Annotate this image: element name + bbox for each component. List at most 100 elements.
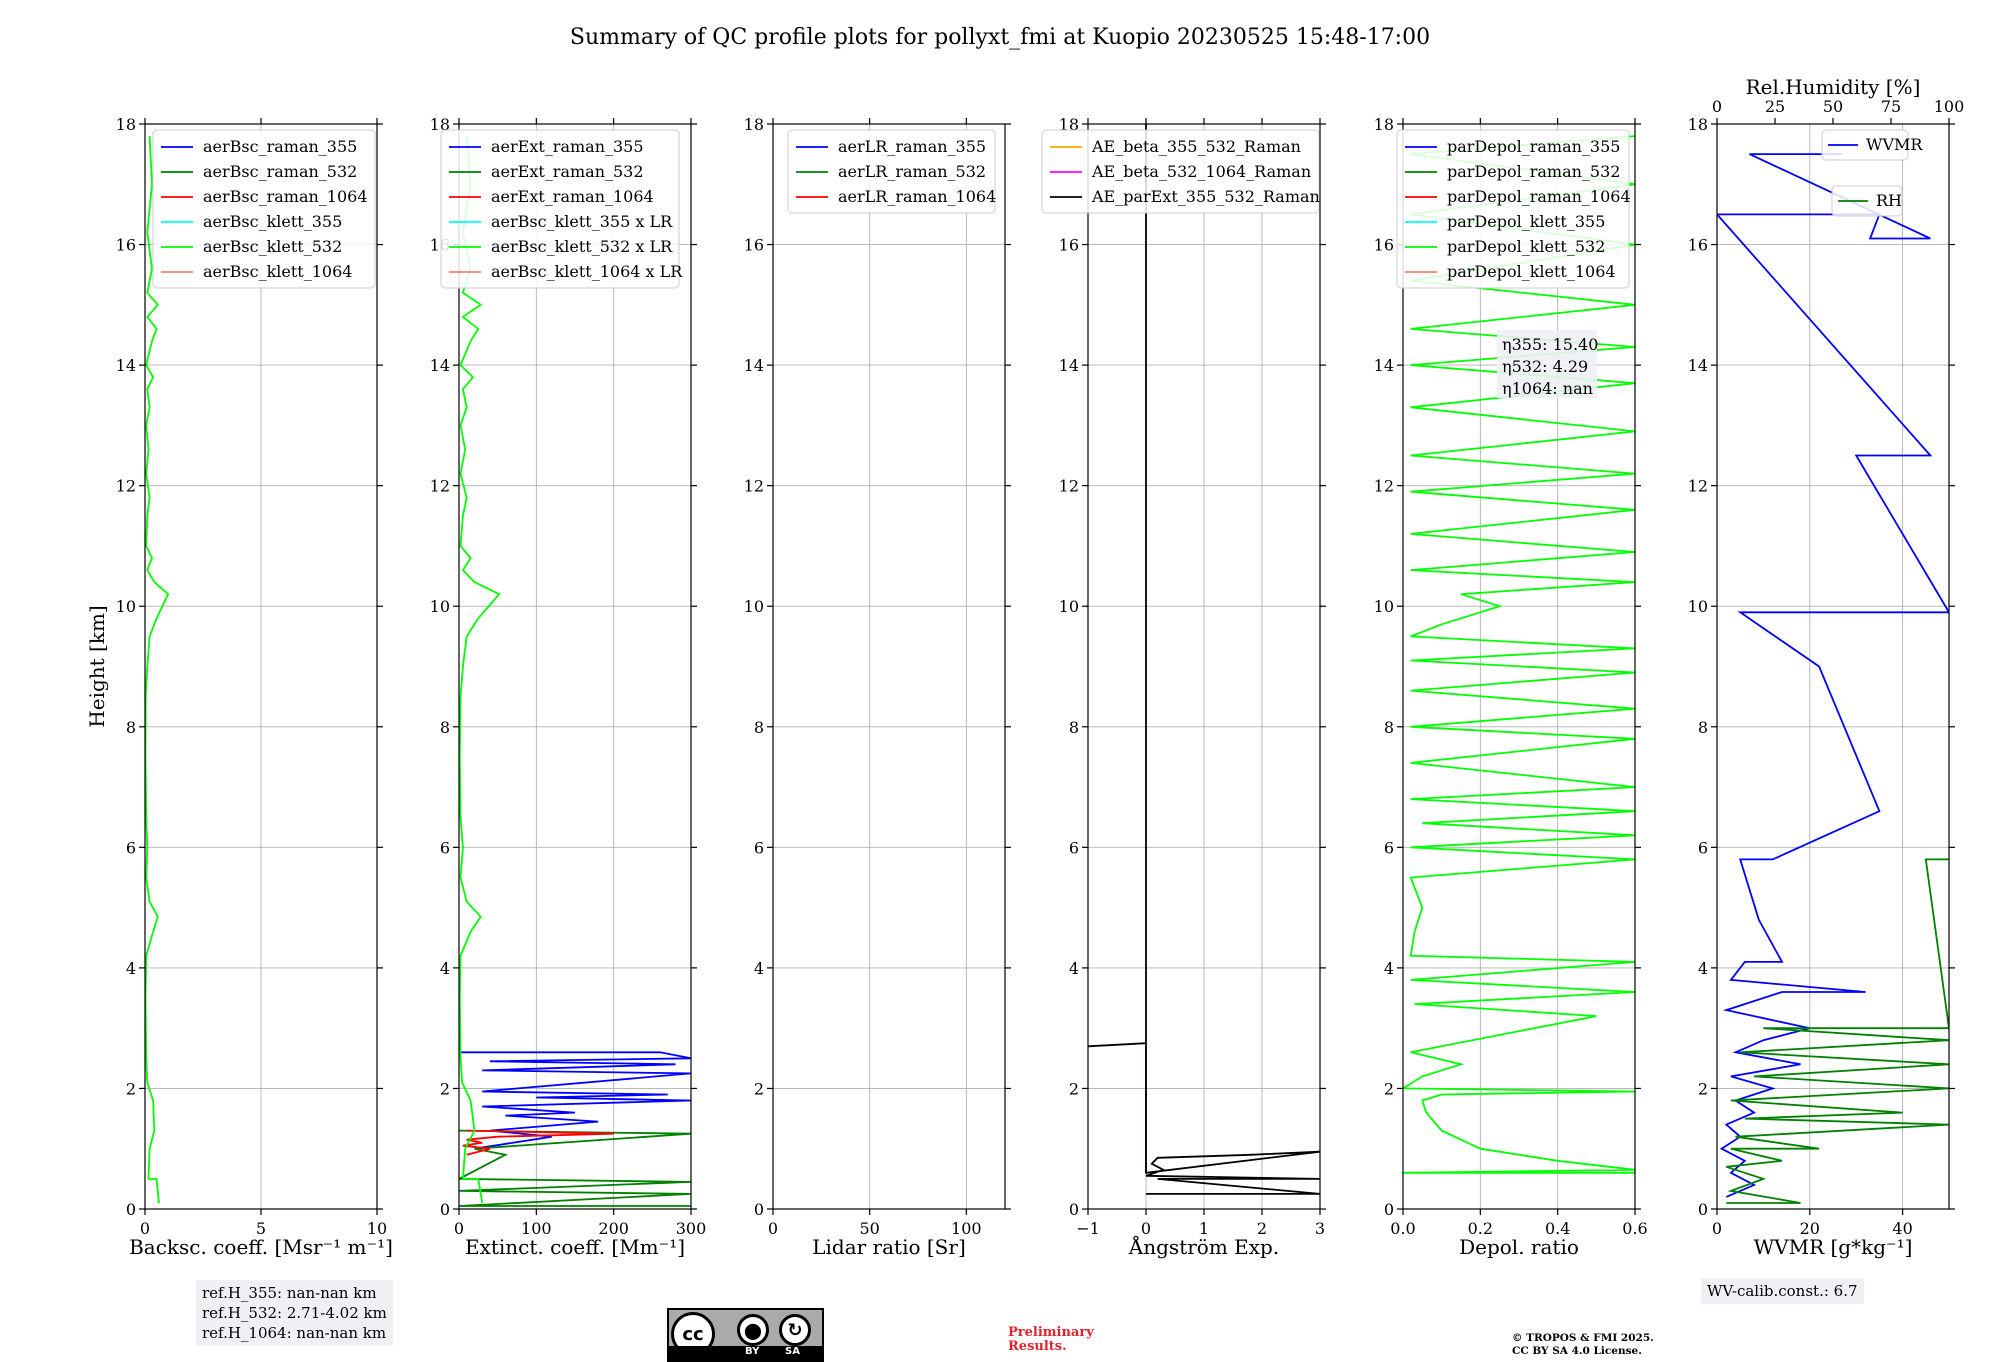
y-tick-label: 6: [126, 838, 136, 857]
legend-label: aerBsc_klett_355 x LR: [491, 212, 673, 231]
y-tick-label: 4: [1384, 959, 1394, 978]
legend-label: aerLR_raman_532: [838, 162, 986, 181]
y-tick-label: 4: [126, 959, 136, 978]
eta-text: η532: 4.29: [1502, 357, 1588, 376]
refh-532-text: ref.H_532: 2.71-4.02 km: [202, 1304, 387, 1322]
legend-label: parDepol_klett_532: [1447, 237, 1605, 256]
series-line-aerExt_raman_355: [459, 1051, 691, 1150]
eta-text: η355: 15.40: [1502, 335, 1598, 354]
x-tick-label: 0.0: [1390, 1219, 1415, 1238]
series-line-WVMR: [1717, 153, 1949, 1198]
y-tick-label: 0: [440, 1200, 450, 1219]
y-tick-label: 8: [126, 718, 136, 737]
y-tick-label: 6: [440, 838, 450, 857]
y-tick-label: 12: [1059, 477, 1079, 496]
y-tick-label: 10: [430, 597, 450, 616]
y-tick-label: 12: [116, 477, 136, 496]
y-tick-label: 10: [1688, 597, 1708, 616]
y-tick-label: 18: [116, 115, 136, 134]
x-tick-label: 200: [598, 1219, 629, 1238]
y-tick-label: 14: [116, 356, 136, 375]
legend-label: aerExt_raman_355: [491, 137, 644, 156]
preliminary-results-note: Preliminary Results.: [1008, 1326, 1094, 1354]
legend-label: aerExt_raman_532: [491, 162, 644, 181]
preliminary-line-2: Results.: [1008, 1339, 1067, 1354]
y-tick-label: 12: [744, 477, 764, 496]
y-tick-label: 2: [126, 1079, 136, 1098]
y-tick-label: 12: [430, 477, 450, 496]
y-tick-label: 18: [1059, 115, 1079, 134]
series-line-RH: [1726, 858, 1949, 1204]
y-tick-label: 2: [440, 1079, 450, 1098]
legend: parDepol_raman_355 parDepol_raman_532 parD…: [1396, 129, 1631, 289]
cc-by-label: BY: [745, 1346, 760, 1357]
x-axis-label: Depol. ratio: [1459, 1235, 1579, 1259]
legend-label: aerExt_raman_1064: [491, 187, 654, 206]
x-axis-label: Lidar ratio [Sr]: [812, 1235, 966, 1259]
y-tick-label: 8: [440, 718, 450, 737]
copyright-note: © TROPOS & FMI 2025. CC BY SA 4.0 Licens…: [1512, 1332, 1654, 1358]
y-tick-label: 4: [1069, 959, 1079, 978]
y-tick-label: 18: [1374, 115, 1394, 134]
y-tick-label: 14: [1059, 356, 1079, 375]
x-tick-label: 0: [768, 1219, 778, 1238]
x-tick-label: 0.4: [1545, 1219, 1570, 1238]
legend: aerBsc_raman_355 aerBsc_raman_532 aerBsc_r…: [152, 129, 376, 289]
legend-label: AE_beta_355_532_Raman: [1091, 137, 1301, 156]
axes-frame: [1402, 123, 1636, 1210]
legend-label: aerBsc_raman_532: [203, 162, 357, 181]
panel-3: 0 50 100 0 2 4 6 8 10 12 14 16 18 Lidar ratio [Sr] aer…: [744, 115, 1011, 1259]
legend-label: aerBsc_klett_355: [203, 212, 342, 231]
series-line-parDepol_klett_532: [1403, 135, 1635, 1174]
legend-label: aerBsc_klett_532: [203, 237, 342, 256]
by-person-icon: ⬤: [737, 1314, 769, 1346]
panel-6: 0 20 40 0 2 4 6 8 10 12 14 16 18 WVMR [g*kg⁻¹] 0 25 50 75…: [1688, 75, 1965, 1259]
y-tick-label: 18: [430, 115, 450, 134]
legend-frame: [1821, 129, 1909, 161]
x-tick-label: 0.2: [1468, 1219, 1493, 1238]
copyright-line-2: CC BY SA 4.0 License.: [1512, 1345, 1642, 1357]
y-tick-label: 14: [1374, 356, 1394, 375]
y-tick-label: 14: [1688, 356, 1708, 375]
y-tick-label: 10: [1059, 597, 1079, 616]
wv-calib-text: WV-calib.const.: 6.7: [1707, 1282, 1858, 1300]
cc-license-badge: cc ⬤ ↻ BY SA: [667, 1308, 824, 1362]
legend-label: parDepol_raman_355: [1447, 137, 1620, 156]
x2-tick-label: 25: [1765, 97, 1785, 116]
x-tick-label: 50: [859, 1219, 879, 1238]
x-tick-label: 10: [367, 1219, 387, 1238]
sa-share-icon: ↻: [779, 1314, 811, 1346]
x-tick-label: 1: [1199, 1219, 1209, 1238]
figure-title: Summary of QC profile plots for pollyxt_…: [570, 25, 1430, 50]
refh-1064-text: ref.H_1064: nan-nan km: [202, 1324, 387, 1342]
y-tick-label: 18: [744, 115, 764, 134]
legend-label: aerBsc_klett_1064: [203, 262, 352, 281]
legend-frame: [440, 129, 680, 289]
y-tick-label: 12: [1688, 477, 1708, 496]
series-line-AE_parExt_355_532_Raman: [1088, 124, 1320, 1195]
legend-label: WVMR: [1866, 135, 1923, 154]
x-axis-label: Backsc. coeff. [Msr⁻¹ m⁻¹]: [129, 1235, 393, 1259]
x-tick-label: 100: [951, 1219, 982, 1238]
series-layer: [1088, 124, 1320, 1195]
y-tick-label: 4: [1698, 959, 1708, 978]
refh-annotation-box: ref.H_355: nan-nan km ref.H_532: 2.71-4.…: [196, 1280, 393, 1346]
y-tick-label: 2: [1384, 1079, 1394, 1098]
axes-frame: [458, 123, 692, 1210]
x2-tick-label: 100: [1934, 97, 1965, 116]
legend-frame: [1396, 129, 1630, 289]
series-layer: [459, 136, 691, 1207]
y-tick-label: 16: [1374, 236, 1394, 255]
y-tick-label: 0: [1069, 1200, 1079, 1219]
legend: AE_beta_355_532_Raman AE_beta_532_1064_Ra…: [1041, 129, 1320, 214]
eta-text: η1064: nan: [1502, 379, 1593, 398]
y-tick-label: 4: [754, 959, 764, 978]
refh-355-text: ref.H_355: nan-nan km: [202, 1284, 377, 1302]
y-tick-label: 8: [1698, 718, 1708, 737]
series-line-aerBsc_klett_532 x LR: [459, 136, 501, 1204]
legend: aerLR_raman_355 aerLR_raman_532 aerLR_rama…: [787, 129, 996, 214]
x-tick-label: 0: [1141, 1219, 1151, 1238]
y-tick-label: 6: [754, 838, 764, 857]
y-tick-label: 10: [744, 597, 764, 616]
